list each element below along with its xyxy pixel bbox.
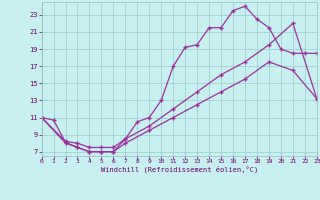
X-axis label: Windchill (Refroidissement éolien,°C): Windchill (Refroidissement éolien,°C) (100, 166, 258, 173)
